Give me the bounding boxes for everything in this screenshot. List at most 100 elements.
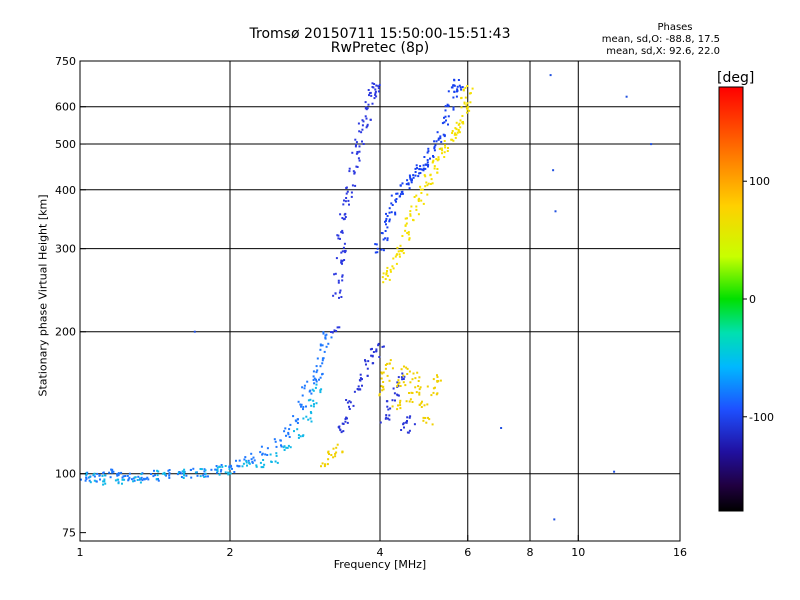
echo-point [331, 331, 334, 333]
echo-point [235, 459, 237, 462]
echo-point [343, 250, 346, 252]
echo-point [204, 472, 207, 475]
echo-point [433, 140, 436, 143]
echo-point [337, 281, 340, 284]
echo-point [168, 472, 171, 475]
echo-point [382, 272, 385, 275]
echo-point [248, 461, 251, 464]
echo-point [305, 405, 307, 408]
echo-point [401, 235, 404, 237]
echo-point [364, 360, 367, 363]
echo-point [436, 376, 439, 378]
echo-point [354, 138, 357, 141]
echo-point [85, 472, 88, 475]
echo-point [228, 466, 231, 468]
echo-point [440, 140, 443, 143]
echo-point [430, 394, 433, 397]
echo-point [441, 122, 444, 125]
echo-point [392, 387, 395, 390]
echo-point [348, 170, 351, 173]
echo-point [116, 478, 119, 481]
echo-point [243, 458, 246, 461]
echo-point [309, 417, 312, 420]
echo-point [245, 461, 248, 464]
echo-point [307, 418, 310, 421]
echo-point [411, 378, 414, 381]
echo-point [339, 213, 342, 216]
echo-point [466, 102, 469, 105]
echo-point [133, 479, 136, 482]
echo-point [423, 404, 426, 407]
echo-point [385, 273, 388, 276]
echo-point [216, 471, 218, 474]
echo-point [444, 109, 447, 112]
echo-point [366, 374, 369, 377]
echo-point [296, 428, 299, 431]
echo-point [454, 132, 457, 135]
echo-point [102, 483, 105, 486]
y-tick-label: 600 [55, 101, 76, 114]
echo-point [414, 386, 417, 389]
echo-point [315, 402, 318, 405]
echo-point [365, 363, 367, 366]
echo-point [301, 386, 304, 389]
echo-point [153, 469, 155, 472]
echo-point [259, 451, 262, 454]
echo-point [397, 250, 400, 253]
echo-point [274, 460, 277, 463]
echo-point [410, 181, 413, 184]
echo-point [309, 398, 312, 401]
echo-point [408, 237, 411, 240]
echo-point [315, 383, 318, 386]
echo-point [469, 101, 472, 104]
echo-point [280, 445, 283, 448]
echo-point [418, 403, 421, 406]
echo-point [452, 84, 455, 87]
echo-point [390, 194, 393, 197]
echo-point [244, 456, 247, 459]
echo-point [264, 453, 267, 456]
echo-point [424, 167, 427, 170]
echo-point [399, 184, 402, 187]
echo-point [435, 393, 438, 396]
echo-point [334, 292, 337, 295]
echo-point [387, 417, 389, 420]
echo-point [388, 414, 391, 417]
echo-point [327, 458, 330, 461]
echo-point [439, 379, 442, 382]
echo-point [399, 244, 402, 247]
phase-heading: Phases [657, 22, 693, 33]
echo-point [412, 174, 415, 177]
echo-point [426, 151, 429, 154]
echo-point [650, 143, 653, 146]
echo-point [352, 404, 355, 407]
echo-point [266, 454, 269, 456]
echo-point [263, 463, 266, 466]
echo-point [355, 143, 357, 146]
echo-point [154, 474, 156, 477]
echo-point [233, 471, 236, 473]
echo-point [375, 348, 378, 351]
echo-point [345, 192, 348, 195]
echo-point [386, 215, 389, 217]
echo-point [377, 342, 380, 345]
echo-point [302, 417, 305, 420]
echo-point [121, 482, 123, 485]
echo-point [399, 407, 402, 410]
echo-point [398, 381, 401, 384]
echo-point [413, 423, 416, 426]
y-tick-label: 100 [55, 468, 76, 481]
echo-point [412, 372, 415, 375]
echo-point [424, 175, 427, 178]
echo-point [462, 122, 465, 125]
echo-point [407, 182, 410, 185]
echo-point [375, 350, 378, 353]
echo-point [237, 465, 240, 468]
echo-point [465, 104, 468, 107]
echo-point [253, 459, 256, 462]
echo-point [422, 164, 425, 167]
echo-point [121, 476, 124, 479]
echo-point [216, 470, 219, 473]
echo-point [241, 465, 244, 468]
echo-point [399, 404, 402, 407]
